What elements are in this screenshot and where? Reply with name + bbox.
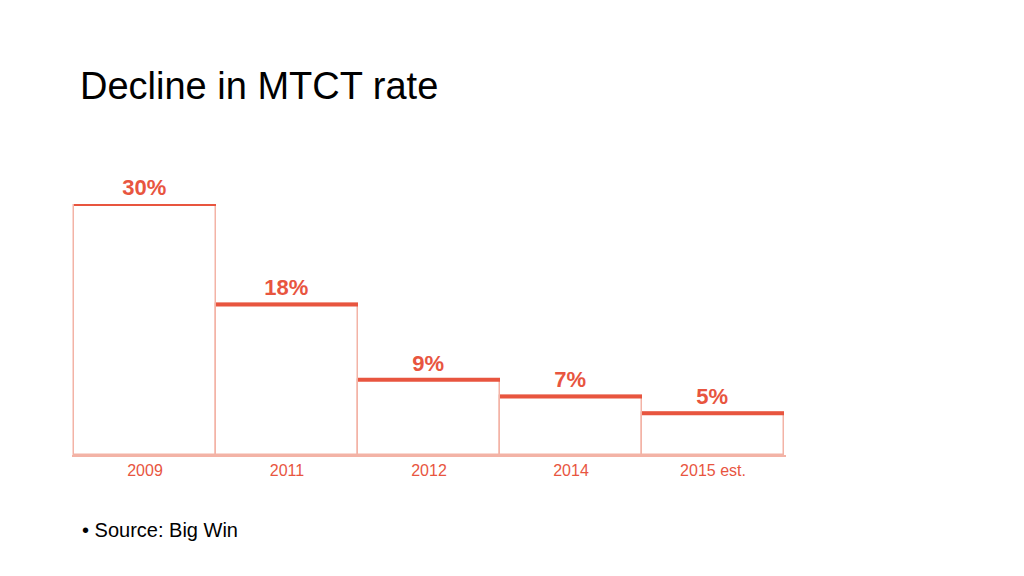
svg-text:2012: 2012 (411, 462, 447, 479)
svg-text:2009: 2009 (127, 462, 163, 479)
svg-text:5%: 5% (696, 384, 728, 409)
svg-text:2011: 2011 (270, 462, 305, 479)
svg-text:18%: 18% (264, 275, 308, 300)
svg-text:Decline in MTCT rate: Decline in MTCT rate (80, 65, 438, 107)
svg-text:• Source: Big Win: • Source: Big Win (82, 519, 238, 541)
svg-text:30%: 30% (122, 175, 166, 200)
svg-text:2014: 2014 (553, 462, 589, 479)
svg-text:7%: 7% (554, 367, 586, 392)
svg-text:2015 est.: 2015 est. (680, 462, 746, 479)
svg-text:9%: 9% (412, 351, 444, 376)
